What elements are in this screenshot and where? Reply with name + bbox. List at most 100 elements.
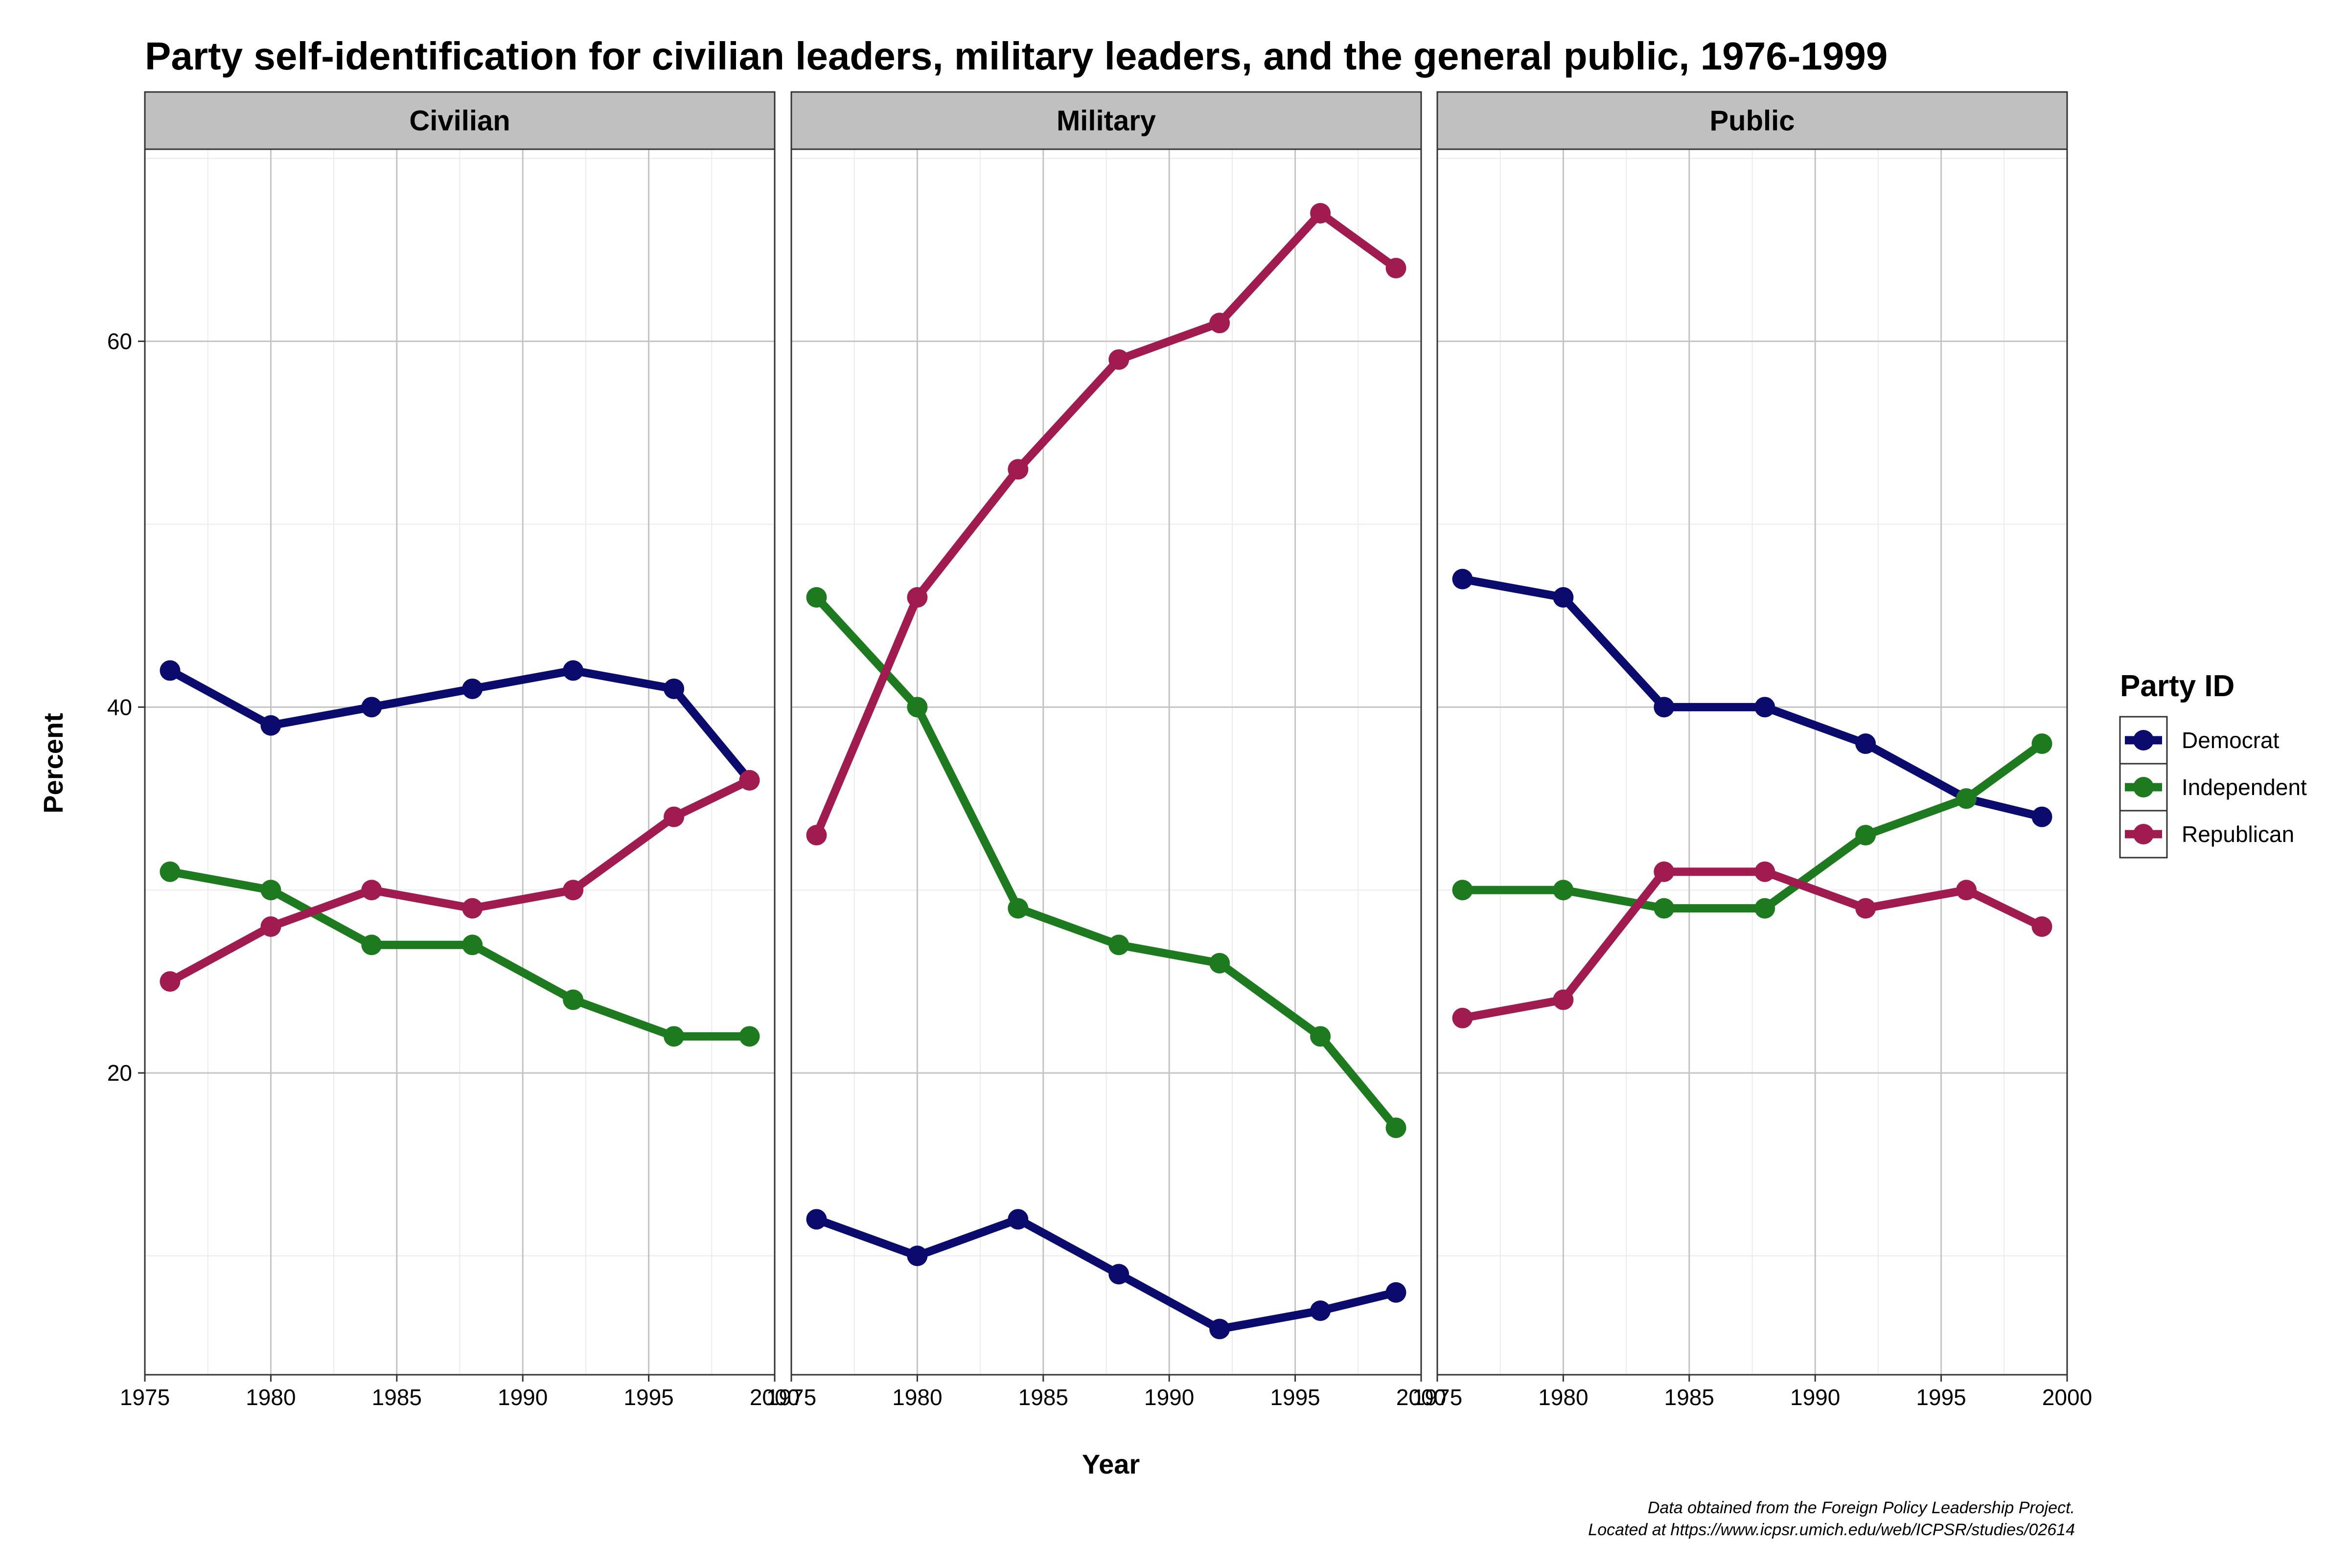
data-point-republican [1385, 258, 1406, 279]
y-tick-label: 20 [107, 1060, 132, 1086]
data-point-democrat [361, 697, 382, 718]
data-point-democrat [462, 678, 483, 699]
data-point-republican [1310, 203, 1331, 224]
data-point-democrat [160, 660, 181, 681]
data-point-democrat [2031, 806, 2052, 827]
legend-label-independent: Independent [2182, 774, 2307, 800]
legend-label-republican: Republican [2182, 821, 2294, 847]
data-point-republican [739, 770, 760, 791]
data-point-democrat [1855, 733, 1876, 754]
data-point-republican [1754, 861, 1775, 882]
x-axis-title: Year [1082, 1449, 1140, 1479]
data-point-democrat [1452, 568, 1473, 590]
x-tick-label: 1995 [623, 1385, 673, 1410]
chart-title: Party self-identification for civilian l… [145, 34, 1888, 78]
x-tick-label: 2000 [750, 1385, 800, 1410]
data-point-independent [1855, 825, 1876, 846]
data-point-independent [1385, 1117, 1406, 1138]
data-point-independent [1209, 953, 1230, 974]
x-tick-label: 2000 [1396, 1385, 1446, 1410]
data-point-independent [739, 1026, 760, 1047]
x-tick-label: 1975 [120, 1385, 170, 1410]
strip-label-military: Military [1057, 105, 1156, 137]
y-axis: 20 40 60 [107, 329, 145, 1086]
data-point-democrat [907, 1245, 928, 1266]
data-point-democrat [1553, 587, 1574, 608]
y-tick-label: 40 [107, 694, 132, 720]
data-point-republican [1209, 313, 1230, 334]
data-point-democrat [563, 660, 584, 681]
data-point-republican [563, 880, 584, 901]
panel-public: Public 1975 1980 1985 1990 1995 2000 [1412, 91, 2092, 1410]
x-tick-label: 1975 [1412, 1385, 1462, 1410]
data-point-republican [1956, 880, 1977, 901]
data-point-democrat [1385, 1282, 1406, 1303]
x-tick-label: 1990 [498, 1385, 548, 1410]
data-point-democrat [1310, 1300, 1331, 1321]
legend-key-point-republican [2133, 824, 2154, 844]
x-tick-label: 1990 [1144, 1385, 1194, 1410]
caption-line-1: Data obtained from the Foreign Policy Le… [1648, 1499, 2075, 1517]
legend-title: Party ID [2120, 669, 2234, 703]
data-point-democrat [1108, 1264, 1129, 1285]
data-point-independent [2031, 733, 2052, 754]
x-tick-label: 1980 [1538, 1385, 1588, 1410]
strip-civilian [144, 91, 776, 150]
data-point-independent [361, 934, 382, 955]
strip-military [790, 91, 1422, 150]
data-point-democrat [664, 678, 685, 699]
x-tick-label: 1985 [1018, 1385, 1068, 1410]
data-point-democrat [806, 1209, 827, 1230]
data-point-independent [260, 880, 281, 901]
x-tick-label: 1985 [372, 1385, 422, 1410]
data-point-independent [1108, 934, 1129, 955]
legend: Democrat Independent Republican [2119, 716, 2307, 859]
data-point-independent [160, 861, 181, 882]
strip-label-civilian: Civilian [409, 105, 510, 137]
data-point-independent [1956, 788, 1977, 809]
data-point-democrat [1209, 1318, 1230, 1340]
data-point-independent [907, 697, 928, 718]
legend-key-point-independent [2133, 777, 2154, 797]
panel-civilian: Civilian 1975 1980 1985 1990 1995 2000 [120, 91, 800, 1410]
data-point-independent [806, 587, 827, 608]
legend-key-point-democrat [2133, 730, 2154, 750]
strip-label-public: Public [1709, 105, 1795, 137]
x-tick-label: 1975 [766, 1385, 816, 1410]
data-point-republican [1654, 861, 1675, 882]
data-point-democrat [260, 715, 281, 736]
data-point-republican [160, 971, 181, 992]
data-point-independent [664, 1026, 685, 1047]
strip-public [1436, 91, 2068, 150]
x-tick-label: 1980 [246, 1385, 296, 1410]
data-point-independent [1654, 898, 1675, 919]
data-point-republican [907, 587, 928, 608]
data-point-independent [1452, 880, 1473, 901]
data-point-democrat [1654, 697, 1675, 718]
y-axis-title: Percent [38, 713, 69, 813]
data-point-democrat [1754, 697, 1775, 718]
caption-line-2: Located at https://www.icpsr.umich.edu/w… [1588, 1521, 2075, 1539]
data-point-republican [2031, 916, 2052, 937]
data-point-independent [1754, 898, 1775, 919]
data-point-independent [1553, 880, 1574, 901]
data-point-independent [1008, 898, 1029, 919]
legend-label-democrat: Democrat [2182, 727, 2280, 753]
data-point-independent [1310, 1026, 1331, 1047]
panel-military: Military 1975 1980 1985 1990 1995 2000 [766, 91, 1446, 1410]
data-point-republican [1452, 1007, 1473, 1028]
data-point-republican [260, 916, 281, 937]
x-tick-label: 1995 [1270, 1385, 1320, 1410]
x-tick-label: 1990 [1790, 1385, 1840, 1410]
x-tick-label: 1985 [1664, 1385, 1714, 1410]
data-point-republican [1553, 989, 1574, 1010]
data-point-independent [462, 934, 483, 955]
x-tick-label: 1995 [1916, 1385, 1966, 1410]
data-point-democrat [1008, 1209, 1029, 1230]
data-point-republican [806, 825, 827, 846]
x-tick-label: 1980 [892, 1385, 942, 1410]
data-point-independent [563, 989, 584, 1010]
data-point-republican [1855, 898, 1876, 919]
